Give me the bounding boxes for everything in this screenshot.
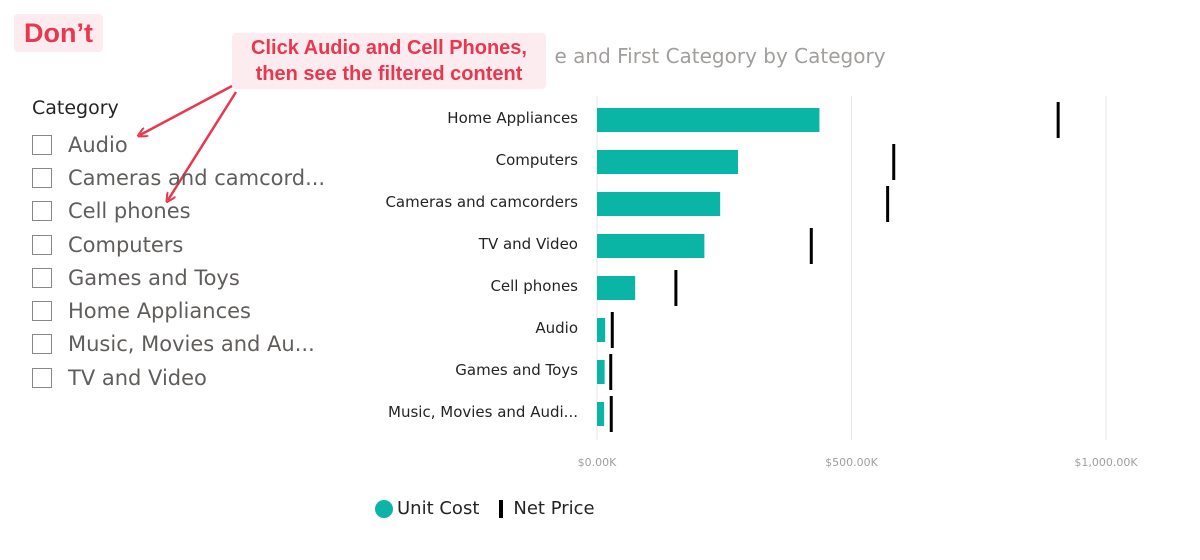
x-tick-label: $500.00K bbox=[825, 456, 878, 469]
slicer-item-label: Cameras and camcord... bbox=[68, 165, 326, 190]
checkbox[interactable] bbox=[32, 367, 52, 388]
slicer-item-audio[interactable]: Audio bbox=[32, 128, 332, 161]
slicer-item-label: Computers bbox=[68, 232, 184, 257]
unit-cost-bar bbox=[597, 360, 605, 384]
chart-legend: Unit Cost Net Price bbox=[375, 498, 595, 519]
unit-cost-bar bbox=[597, 276, 636, 300]
slicer-item-home-appliances[interactable]: Home Appliances bbox=[32, 294, 332, 327]
legend-unit-cost-label: Unit Cost bbox=[397, 498, 480, 519]
unit-cost-bar bbox=[597, 318, 606, 342]
net-price-marker bbox=[674, 270, 678, 306]
slicer-item-label: Audio bbox=[68, 132, 128, 157]
slicer-item-label: Home Appliances bbox=[68, 299, 251, 324]
slicer-item-label: TV and Video bbox=[68, 365, 207, 390]
checkbox[interactable] bbox=[32, 334, 52, 355]
dont-badge: Don’t bbox=[14, 14, 103, 52]
checkbox[interactable] bbox=[32, 267, 52, 288]
net-price-marker bbox=[886, 186, 890, 222]
net-price-marker bbox=[892, 144, 896, 180]
slicer-item-cameras[interactable]: Cameras and camcord... bbox=[32, 161, 332, 194]
category-label: Computers bbox=[496, 151, 579, 169]
checkbox[interactable] bbox=[32, 134, 52, 155]
chart-title: e and First Category by Category bbox=[554, 44, 886, 68]
checkbox[interactable] bbox=[32, 167, 52, 188]
unit-cost-bar bbox=[597, 192, 721, 216]
legend-net-price-swatch bbox=[499, 499, 504, 518]
category-slicer: Category Audio Cameras and camcord... Ce… bbox=[32, 96, 332, 394]
category-label: Games and Toys bbox=[455, 361, 578, 379]
slicer-item-tv-video[interactable]: TV and Video bbox=[32, 361, 332, 394]
unit-cost-bar bbox=[597, 150, 738, 174]
category-label: TV and Video bbox=[478, 235, 578, 253]
net-price-marker bbox=[609, 354, 613, 390]
slicer-item-cell-phones[interactable]: Cell phones bbox=[32, 195, 332, 228]
unit-cost-bar bbox=[597, 234, 705, 258]
slicer-item-label: Cell phones bbox=[68, 199, 191, 224]
net-price-marker bbox=[610, 312, 614, 348]
slicer-title: Category bbox=[32, 97, 119, 119]
category-label: Home Appliances bbox=[447, 109, 578, 127]
net-price-marker bbox=[1056, 102, 1060, 138]
net-price-marker bbox=[609, 396, 613, 432]
x-tick-label: $0.00K bbox=[578, 456, 617, 469]
slicer-item-label: Music, Movies and Au... bbox=[68, 332, 315, 357]
callout-line-2: then see the filtered content bbox=[255, 63, 523, 85]
slicer-item-label: Games and Toys bbox=[68, 265, 240, 290]
category-label: Audio bbox=[535, 319, 578, 337]
unit-cost-bar bbox=[597, 108, 820, 132]
unit-cost-bar bbox=[597, 402, 605, 426]
legend-net-price-label: Net Price bbox=[513, 498, 595, 519]
category-label: Music, Movies and Audi... bbox=[388, 403, 578, 421]
legend-unit-cost-swatch bbox=[375, 499, 393, 518]
instruction-callout: Click Audio and Cell Phones, then see th… bbox=[232, 33, 546, 89]
category-label: Cell phones bbox=[490, 277, 578, 295]
slicer-item-music[interactable]: Music, Movies and Au... bbox=[32, 328, 332, 361]
checkbox[interactable] bbox=[32, 301, 52, 322]
net-price-marker bbox=[809, 228, 813, 264]
x-tick-label: $1,000.00K bbox=[1074, 456, 1138, 469]
slicer-item-computers[interactable]: Computers bbox=[32, 228, 332, 261]
slicer-item-games[interactable]: Games and Toys bbox=[32, 261, 332, 294]
checkbox[interactable] bbox=[32, 201, 52, 222]
category-label: Cameras and camcorders bbox=[385, 193, 578, 211]
callout-line-1: Click Audio and Cell Phones, bbox=[251, 37, 527, 59]
checkbox[interactable] bbox=[32, 234, 52, 255]
